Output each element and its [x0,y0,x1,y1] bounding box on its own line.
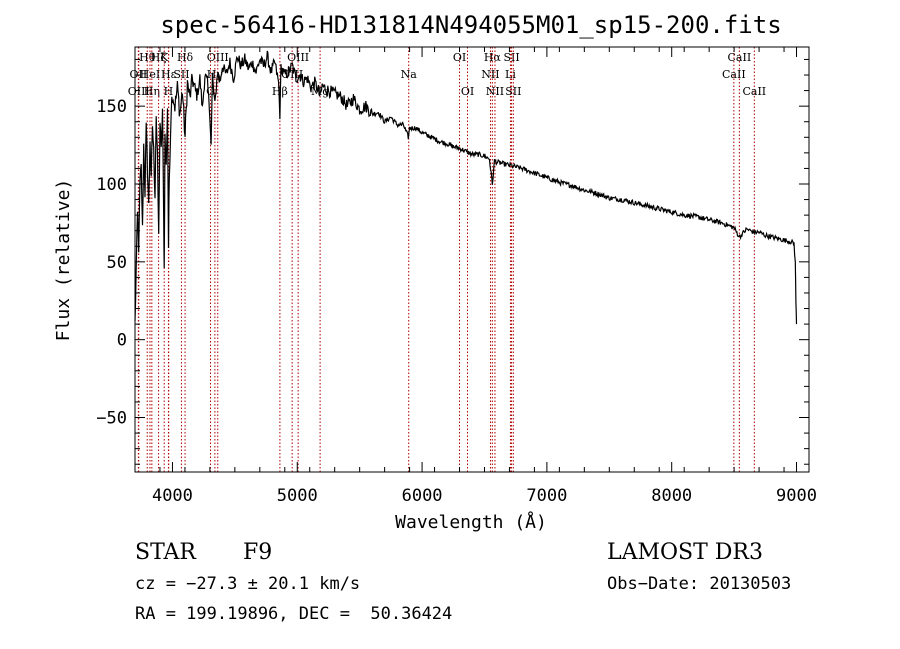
spectral-line-label: SII [503,51,519,64]
spectral-line-label: Hε [161,68,177,81]
spectral-line-label: Hα [484,51,502,64]
spectral-lines-layer: HθOIIOIIIHηHζHeIKHHεHδSIIOIIIHγGOIIIOIII… [128,47,766,472]
x-tick-label: 6000 [402,486,443,506]
x-tick-label: 4000 [152,486,193,506]
spectral-line-label: SII [505,85,521,98]
spectrum-series-line [134,50,798,325]
object-subclass: F9 [243,540,273,565]
survey-name: LAMOST DR3 [607,540,763,565]
spectral-line-label: Hζ [151,51,167,64]
spectral-line-label: Na [401,68,418,81]
spectral-line-label: CaII [742,85,766,98]
spectral-line-label: NII [481,68,499,81]
spectral-line-label: Hδ [177,51,194,64]
y-tick-label: −50 [96,409,127,429]
spectral-line-label: OI [461,85,474,98]
spectral-line-label: SII [173,68,189,81]
x-tick-label: 8000 [651,486,692,506]
spectral-line-label: G [206,85,215,98]
spectral-line-label: CaII [728,51,752,64]
plot-frame [134,46,810,473]
spectral-line-label: Li [505,68,516,81]
spectral-line-label: OIII [287,51,309,64]
y-tick-label: 100 [96,175,127,195]
x-tick-label: 9000 [776,486,817,506]
spectral-line-label: OI [453,51,466,64]
x-tick-label: 5000 [277,486,318,506]
spectral-line-label: Hγ [207,68,224,81]
y-tick-label: 0 [117,331,127,351]
axis-ticks-layer: 4000 5000 6000 7000 8000 9000 −50 0 50 100 150 [96,47,817,506]
coordinates: RA = 199.19896, DEC = 50.36424 [135,604,453,624]
y-axis-label: Flux (relative) [53,179,74,342]
y-tick-label: 150 [96,97,127,117]
spectral-line-label: OII [130,68,148,81]
spectral-line-label: NII [486,85,504,98]
redshift-velocity: cz = −27.3 ± 20.1 km/s [135,574,361,594]
x-axis-label: Wavelength (Å) [395,511,547,533]
spectral-line-label: CaII [722,68,746,81]
spectral-line-label: Hη [144,85,160,98]
y-tick-label: 50 [107,253,127,273]
x-tick-label: 7000 [526,486,567,506]
spectral-line-label: H [164,85,174,98]
spectral-line-label: K [160,51,169,64]
spectral-line-label: OIII [207,51,229,64]
spectral-line-label: OIII [128,85,150,98]
spectral-line-label: HeI [140,68,160,81]
object-class: STAR [135,540,196,565]
chart-title: spec-56416-HD131814N494055M01_sp15-200.f… [160,11,781,39]
observation-date: Obs−Date: 20130503 [607,574,792,594]
